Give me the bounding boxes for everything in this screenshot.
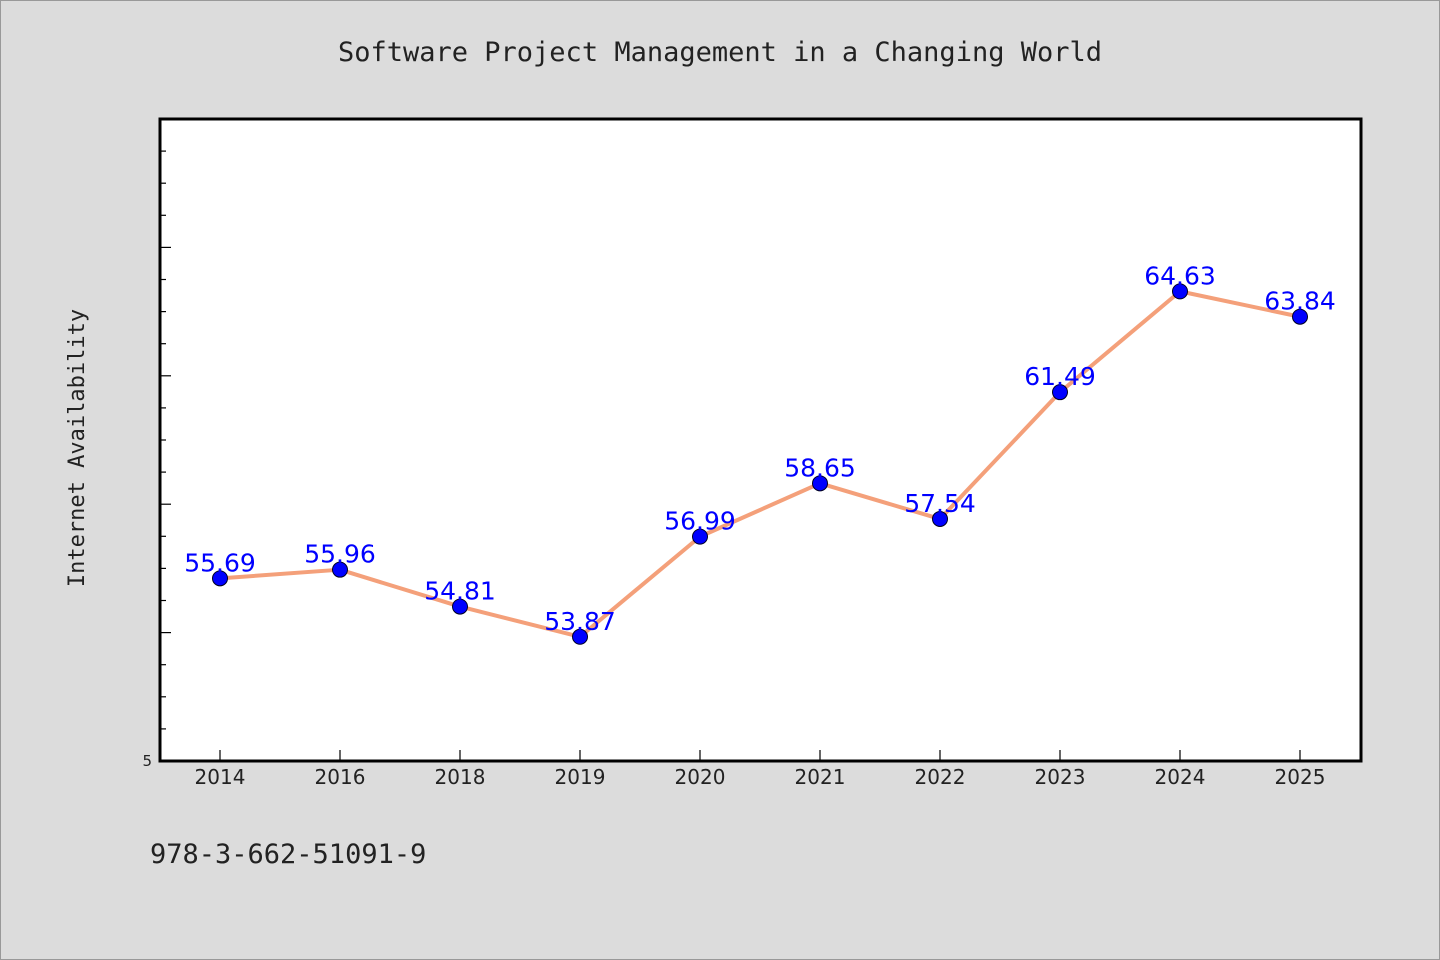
data-label: 55.96 (304, 540, 376, 569)
y-axis-ticks: 5 (142, 118, 171, 770)
x-tick-label: 2020 (675, 765, 726, 789)
data-point-marker (932, 510, 948, 527)
x-tick-label: 2022 (915, 765, 966, 789)
series-line (218, 289, 1302, 639)
data-label: 58.65 (784, 453, 856, 482)
data-point-marker (452, 598, 468, 615)
x-tick-label: 2019 (555, 765, 606, 789)
data-labels-layer: 55.69 55.96 54.81 53.87 56.99 58.65 57.54 61.49… (184, 261, 1336, 635)
x-tick-label: 2024 (1155, 765, 1206, 789)
x-tick-label: 2014 (195, 765, 246, 789)
chart-title: Software Project Management in a Changin… (338, 37, 1102, 68)
x-tick-label: 2016 (315, 765, 366, 789)
data-label: 55.69 (184, 548, 256, 577)
data-point-marker (812, 475, 828, 492)
y-axis-label: Internet Availability (65, 309, 90, 587)
data-point-marker (1052, 384, 1068, 401)
data-label: 54.81 (424, 577, 496, 606)
x-tick-label: 2025 (1275, 765, 1326, 789)
series-layer (212, 283, 1308, 645)
data-point-marker (1172, 283, 1188, 300)
data-point-marker (572, 628, 588, 645)
x-tick-label: 2021 (795, 765, 846, 789)
x-tick-label: 2023 (1035, 765, 1086, 789)
data-point-marker (692, 528, 708, 545)
y-tick-label: 5 (142, 752, 152, 770)
data-label: 57.54 (904, 489, 976, 518)
data-label: 61.49 (1024, 362, 1096, 391)
data-point-marker (332, 561, 348, 578)
data-label: 53.87 (544, 607, 616, 636)
footer-isbn: 978-3-662-51091-9 (150, 839, 426, 870)
data-label: 63.84 (1264, 287, 1336, 316)
x-tick-label: 2018 (435, 765, 486, 789)
data-point-marker (1292, 308, 1308, 325)
data-label: 64.63 (1144, 261, 1216, 290)
x-axis-ticks: 2014 2016 2018 2019 2020 2021 2022 2023 2024 2025 (195, 750, 1326, 789)
data-label: 56.99 (664, 507, 736, 536)
plot-area (158, 117, 1363, 763)
data-point-marker (212, 570, 228, 587)
